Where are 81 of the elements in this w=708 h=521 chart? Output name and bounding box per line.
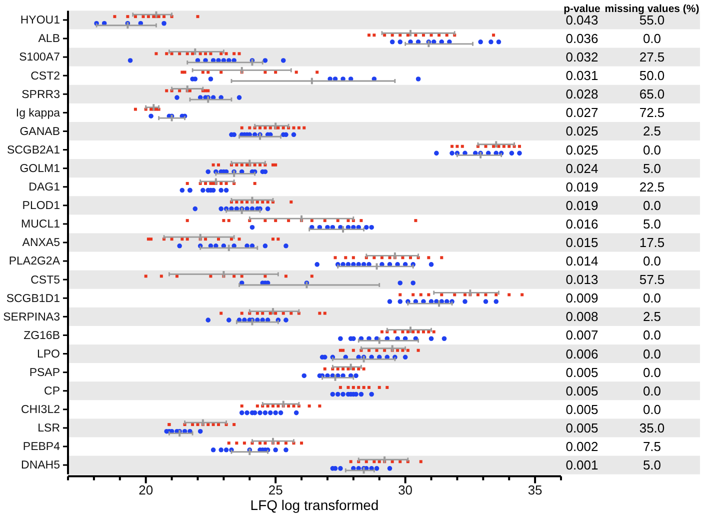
text: 72.5: [639, 105, 665, 120]
text: 0.0: [642, 346, 662, 362]
text: 0.0: [642, 198, 662, 213]
text: 50.0: [639, 68, 665, 84]
y-tick-label: S100A7: [19, 52, 60, 64]
text: 0.0: [642, 402, 662, 417]
text: 0.009: [566, 290, 598, 306]
text: 0.036: [566, 31, 598, 46]
text: 0.002: [566, 438, 598, 454]
text: 0.005: [566, 364, 598, 380]
text: 5.0: [642, 160, 662, 176]
text: 0.027: [566, 105, 598, 120]
y-tick-label: PSAP: [29, 366, 60, 379]
text: 0.007: [566, 328, 598, 343]
y-tick-label: GOLM1: [20, 163, 60, 176]
y-tick-label: SCGB1D1: [6, 292, 60, 305]
y-tick-label: CP: [44, 386, 60, 398]
text: 0.031: [566, 68, 598, 84]
y-tick-label: ANXA5: [22, 237, 60, 250]
y-tick-label: SCGB2A1: [6, 144, 60, 156]
text: 0.032: [566, 50, 598, 65]
x-axis-title: LFQ log transformed: [250, 497, 379, 513]
text: 0.028: [566, 86, 598, 102]
y-tick-label: DAG1: [28, 182, 60, 194]
x-tick-label: 30: [398, 482, 413, 498]
text: 0.025: [566, 124, 598, 139]
y-tick-label: PLA2G2A: [8, 256, 60, 268]
text: 0.005: [566, 420, 598, 436]
text: 0.005: [566, 402, 598, 417]
y-tick-label: CST2: [30, 70, 60, 82]
x-tick-label: 35: [528, 482, 542, 498]
text: 0.0: [642, 364, 662, 380]
text: 7.5: [642, 438, 662, 454]
y-tick-label: PEBP4: [22, 441, 61, 454]
text: 0.0: [642, 142, 662, 158]
text: 2.5: [642, 124, 662, 139]
text: 22.5: [639, 179, 665, 194]
text: 0.016: [566, 216, 598, 232]
y-tick-label: ZG16B: [24, 330, 60, 342]
text: 27.5: [639, 50, 665, 65]
text: 0.0: [642, 290, 662, 306]
y-tick-label: LPO: [36, 348, 60, 360]
y-tick-label: ALB: [38, 33, 60, 46]
text: 0.043: [566, 12, 598, 28]
text: 0.024: [566, 160, 598, 176]
y-tick-label: HYOU1: [20, 14, 60, 27]
text: 0.019: [566, 198, 598, 213]
text: 0.001: [566, 458, 598, 473]
text: 0.0: [642, 254, 662, 269]
text: 35.0: [639, 420, 665, 436]
text: 0.0: [642, 31, 662, 46]
text: 0.025: [566, 142, 598, 158]
x-tick-label: 20: [138, 482, 154, 498]
text: 2.5: [642, 309, 662, 324]
text: p-value: [564, 3, 601, 15]
text: 0.0: [642, 383, 662, 398]
text: 0.006: [566, 346, 598, 362]
y-tick-label: GANAB: [20, 126, 60, 138]
text: 0.0: [642, 328, 662, 343]
text: 17.5: [639, 235, 665, 250]
text: 0.008: [566, 309, 598, 324]
text: 5.0: [642, 216, 662, 232]
text: missing values (%): [604, 3, 700, 15]
y-tick-label: CST5: [30, 274, 60, 286]
text: 0.013: [566, 272, 598, 288]
y-tick-label: SPRR3: [22, 88, 60, 101]
y-tick-label: MUCL1: [21, 218, 60, 231]
y-tick-label: Ig kappa: [16, 107, 61, 120]
text: 0.019: [566, 179, 598, 194]
text: 0.014: [566, 254, 598, 269]
text: 5.0: [642, 458, 662, 473]
y-tick-label: CHI3L2: [21, 404, 60, 416]
text: 57.5: [639, 272, 665, 288]
x-tick-label: 25: [268, 482, 283, 498]
y-tick-label: DNAH5: [21, 460, 60, 472]
text: 0.005: [566, 383, 598, 398]
text: 0.015: [566, 235, 598, 250]
y-tick-label: PLOD1: [22, 200, 60, 212]
y-tick-label: SERPINA3: [3, 311, 60, 324]
y-tick-label: LSR: [38, 422, 60, 435]
text: 65.0: [639, 86, 665, 102]
